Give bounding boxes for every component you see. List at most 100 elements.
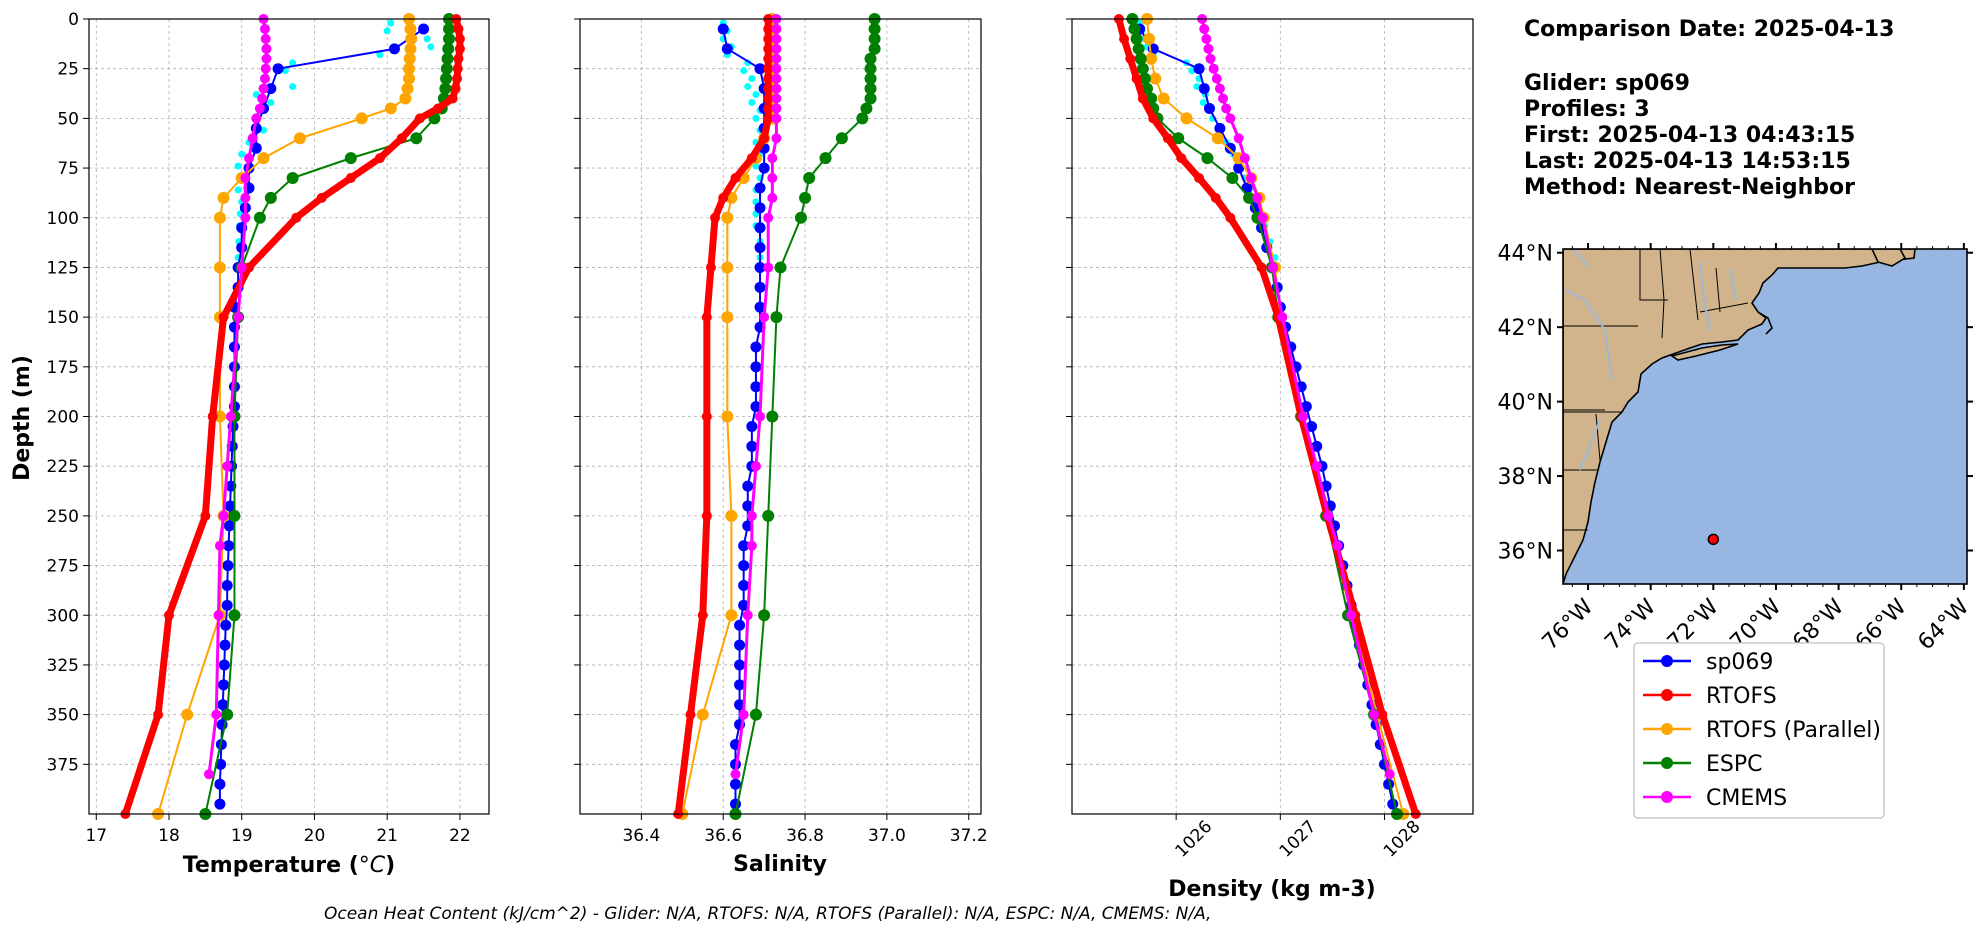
data-point: [1198, 83, 1210, 95]
data-point: [204, 769, 214, 780]
density-grid: [1072, 18, 1473, 814]
data-point: [228, 509, 241, 522]
long-island: [1670, 343, 1739, 361]
data-point: [734, 679, 746, 691]
data-point: [763, 23, 774, 34]
data-point: [240, 173, 251, 183]
data-point: [253, 211, 266, 224]
map-land: [1563, 249, 1916, 584]
series-line: [1145, 18, 1405, 815]
data-point: [771, 113, 782, 124]
data-point: [1256, 262, 1267, 273]
data-point: [864, 72, 877, 85]
data-point: [868, 32, 881, 45]
data-point: [721, 311, 734, 324]
data-point: [701, 510, 712, 521]
data-point: [1277, 312, 1288, 323]
data-point: [754, 261, 766, 273]
data-point: [414, 113, 425, 124]
data-point: [450, 83, 461, 94]
data-point: [181, 708, 194, 721]
data-point: [1157, 92, 1170, 105]
data-point: [803, 172, 816, 184]
data-point: [213, 211, 226, 224]
y-tick-label: 0: [68, 10, 79, 30]
data-point: [453, 53, 464, 64]
data-point: [264, 191, 277, 204]
data-point: [730, 173, 741, 183]
nova-scotia-coast: [1871, 249, 1907, 267]
data-point: [1199, 98, 1207, 106]
lon-tick-label: 76°W: [1538, 594, 1599, 655]
data-point: [454, 43, 465, 54]
profiles-count: Profiles: 3: [1524, 97, 1650, 122]
data-point: [234, 186, 242, 194]
x-tick-label: 20: [304, 826, 326, 846]
data-point: [1180, 112, 1193, 125]
data-point: [738, 709, 749, 720]
data-point: [717, 23, 729, 35]
data-point: [749, 708, 762, 721]
data-point: [752, 91, 760, 99]
data-point: [289, 59, 297, 67]
density-x-label: Density (kg m-3): [1168, 877, 1376, 902]
data-point: [729, 778, 741, 790]
data-point: [721, 211, 734, 224]
data-point: [746, 153, 757, 164]
data-point: [441, 52, 454, 65]
map-frame: [1562, 248, 1968, 585]
data-point: [763, 93, 774, 104]
data-point: [766, 410, 779, 423]
data-point: [218, 679, 230, 691]
data-point: [794, 211, 807, 224]
data-point: [763, 43, 774, 54]
data-point: [1145, 52, 1158, 65]
data-point: [742, 480, 754, 492]
rivers: [1565, 249, 1737, 471]
y-tick-label: 75: [57, 159, 79, 179]
data-point: [214, 798, 226, 810]
y-tick-label: 25: [57, 60, 79, 80]
data-point: [345, 173, 356, 183]
data-point: [701, 411, 712, 422]
info-block: Comparison Date: 2025-04-13 Glider: sp06…: [1524, 17, 1894, 200]
data-point: [763, 262, 774, 273]
salinity-series: [673, 13, 881, 820]
data-point: [164, 610, 174, 621]
data-point: [384, 102, 397, 115]
data-point: [864, 52, 877, 65]
data-point: [218, 312, 229, 323]
data-point: [433, 103, 444, 114]
data-point: [1194, 173, 1205, 183]
data-point: [211, 709, 222, 720]
data-point: [1306, 420, 1318, 432]
data-point: [286, 172, 299, 184]
data-point: [1239, 153, 1250, 164]
data-point: [725, 609, 738, 622]
data-point: [860, 102, 873, 115]
data-point: [754, 202, 766, 214]
data-point: [1199, 23, 1210, 34]
data-point: [771, 133, 782, 144]
data-point: [427, 43, 435, 51]
temperature-panel: 17 18 19 20 21 22 0 25 50 75 100 125 150 175 200 225 25…: [10, 10, 490, 878]
data-point: [404, 22, 417, 35]
data-point: [1257, 212, 1268, 223]
temperature-grid: [89, 18, 489, 814]
data-point: [423, 35, 431, 43]
data-point: [224, 500, 236, 512]
legend-label: ESPC: [1706, 752, 1763, 777]
data-point: [207, 411, 218, 422]
data-point: [771, 53, 782, 64]
data-point: [214, 778, 226, 790]
data-point: [750, 461, 761, 472]
data-point: [247, 133, 258, 144]
data-point: [234, 162, 242, 170]
series-cmems: [204, 14, 272, 780]
data-point: [1148, 113, 1159, 124]
data-point: [233, 312, 244, 323]
data-point: [222, 461, 233, 472]
data-point: [1226, 172, 1239, 184]
data-point: [754, 222, 766, 234]
salinity-panel: 36.4 36.6 36.8 37.0 37.2 Salinity: [574, 13, 988, 877]
